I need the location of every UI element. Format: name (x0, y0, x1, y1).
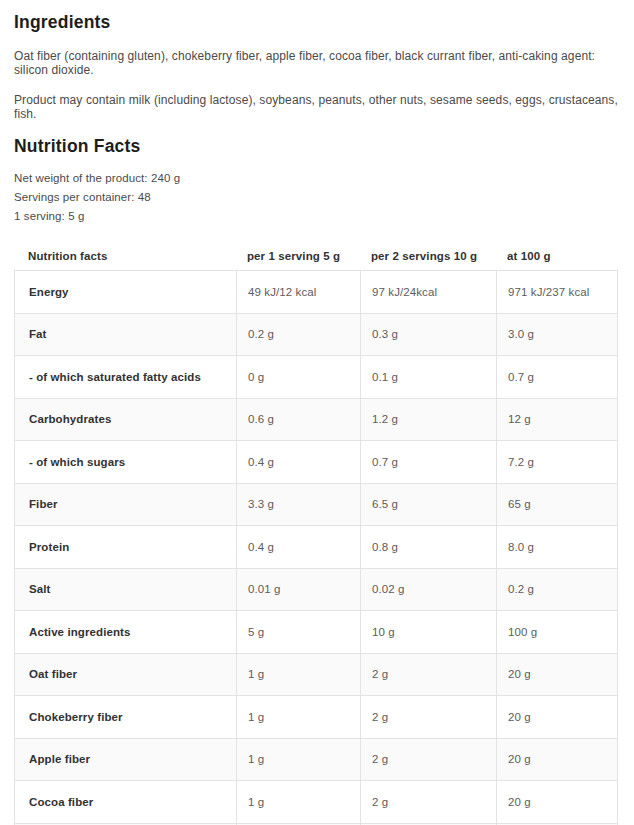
row-label: Energy (15, 271, 236, 313)
value-per-2-servings: 1.2 g (360, 399, 496, 441)
value-per-1-serving: 1 g (236, 654, 360, 696)
value-per-2-servings: 0.3 g (360, 314, 496, 356)
table-row: Apple fiber 1 g 2 g 20 g (15, 738, 617, 781)
value-at-100g: 12 g (496, 399, 617, 441)
table-row: Active ingredients 5 g 10 g 100 g (15, 610, 617, 653)
value-per-1-serving: 5 g (236, 611, 360, 653)
table-row: Energy 49 kJ/12 kcal 97 kJ/24kcal 971 kJ… (15, 271, 617, 313)
allergen-text: Product may contain milk (including lact… (14, 93, 620, 121)
row-label: Protein (15, 526, 236, 568)
value-at-100g: 65 g (496, 484, 617, 526)
value-at-100g: 100 g (496, 611, 617, 653)
value-per-2-servings: 0.7 g (360, 441, 496, 483)
value-per-1-serving: 0.6 g (236, 399, 360, 441)
table-row: - of which sugars 0.4 g 0.7 g 7.2 g (15, 440, 617, 483)
row-label: Fat (15, 314, 236, 356)
value-per-1-serving: 1 g (236, 739, 360, 781)
servings-per-container-text: Servings per container: 48 (14, 188, 620, 207)
value-per-1-serving: 0.01 g (236, 569, 360, 611)
row-label: - of which sugars (15, 441, 236, 483)
row-label: Active ingredients (15, 611, 236, 653)
value-per-1-serving: 3.3 g (236, 484, 360, 526)
row-label: Fiber (15, 484, 236, 526)
column-header-nutrition-facts: Nutrition facts (14, 250, 236, 262)
table-row: Oat fiber 1 g 2 g 20 g (15, 653, 617, 696)
value-at-100g: 20 g (496, 654, 617, 696)
nutrition-table-header-row: Nutrition facts per 1 serving 5 g per 2 … (14, 241, 620, 270)
table-row: Fiber 3.3 g 6.5 g 65 g (15, 483, 617, 526)
row-label: - of which saturated fatty acids (15, 356, 236, 398)
value-per-2-servings: 2 g (360, 781, 496, 823)
nutrition-facts-title: Nutrition Facts (14, 136, 620, 157)
nutrition-meta: Net weight of the product: 240 g Serving… (14, 169, 620, 226)
net-weight-text: Net weight of the product: 240 g (14, 169, 620, 188)
product-info-page: Ingredients Oat fiber (containing gluten… (0, 0, 634, 825)
value-at-100g: 20 g (496, 739, 617, 781)
table-row: Protein 0.4 g 0.8 g 8.0 g (15, 525, 617, 568)
ingredients-title: Ingredients (14, 12, 620, 33)
value-per-1-serving: 1 g (236, 696, 360, 738)
value-per-1-serving: 0 g (236, 356, 360, 398)
value-per-2-servings: 0.1 g (360, 356, 496, 398)
row-label: Cocoa fiber (15, 781, 236, 823)
table-row: Chokeberry fiber 1 g 2 g 20 g (15, 695, 617, 738)
table-row: Fat 0.2 g 0.3 g 3.0 g (15, 313, 617, 356)
row-label: Salt (15, 569, 236, 611)
ingredients-text: Oat fiber (containing gluten), chokeberr… (14, 49, 620, 77)
serving-size-text: 1 serving: 5 g (14, 207, 620, 226)
value-at-100g: 971 kJ/237 kcal (496, 271, 617, 313)
value-at-100g: 20 g (496, 781, 617, 823)
value-per-1-serving: 1 g (236, 781, 360, 823)
value-per-1-serving: 0.4 g (236, 441, 360, 483)
table-row: Salt 0.01 g 0.02 g 0.2 g (15, 568, 617, 611)
value-per-2-servings: 2 g (360, 739, 496, 781)
column-header-per-1-serving: per 1 serving 5 g (236, 250, 360, 262)
value-per-1-serving: 49 kJ/12 kcal (236, 271, 360, 313)
value-at-100g: 8.0 g (496, 526, 617, 568)
value-per-1-serving: 0.4 g (236, 526, 360, 568)
value-at-100g: 0.7 g (496, 356, 617, 398)
value-per-2-servings: 0.02 g (360, 569, 496, 611)
table-row: Carbohydrates 0.6 g 1.2 g 12 g (15, 398, 617, 441)
value-per-1-serving: 0.2 g (236, 314, 360, 356)
value-at-100g: 3.0 g (496, 314, 617, 356)
value-at-100g: 7.2 g (496, 441, 617, 483)
nutrition-table: Energy 49 kJ/12 kcal 97 kJ/24kcal 971 kJ… (14, 270, 618, 825)
value-per-2-servings: 0.8 g (360, 526, 496, 568)
value-at-100g: 0.2 g (496, 569, 617, 611)
row-label: Oat fiber (15, 654, 236, 696)
value-per-2-servings: 6.5 g (360, 484, 496, 526)
value-at-100g: 20 g (496, 696, 617, 738)
column-header-per-2-servings: per 2 servings 10 g (360, 250, 496, 262)
row-label: Carbohydrates (15, 399, 236, 441)
value-per-2-servings: 2 g (360, 654, 496, 696)
value-per-2-servings: 2 g (360, 696, 496, 738)
table-row: Cocoa fiber 1 g 2 g 20 g (15, 780, 617, 823)
row-label: Apple fiber (15, 739, 236, 781)
table-row: - of which saturated fatty acids 0 g 0.1… (15, 355, 617, 398)
column-header-at-100g: at 100 g (496, 250, 620, 262)
value-per-2-servings: 97 kJ/24kcal (360, 271, 496, 313)
value-per-2-servings: 10 g (360, 611, 496, 653)
row-label: Chokeberry fiber (15, 696, 236, 738)
